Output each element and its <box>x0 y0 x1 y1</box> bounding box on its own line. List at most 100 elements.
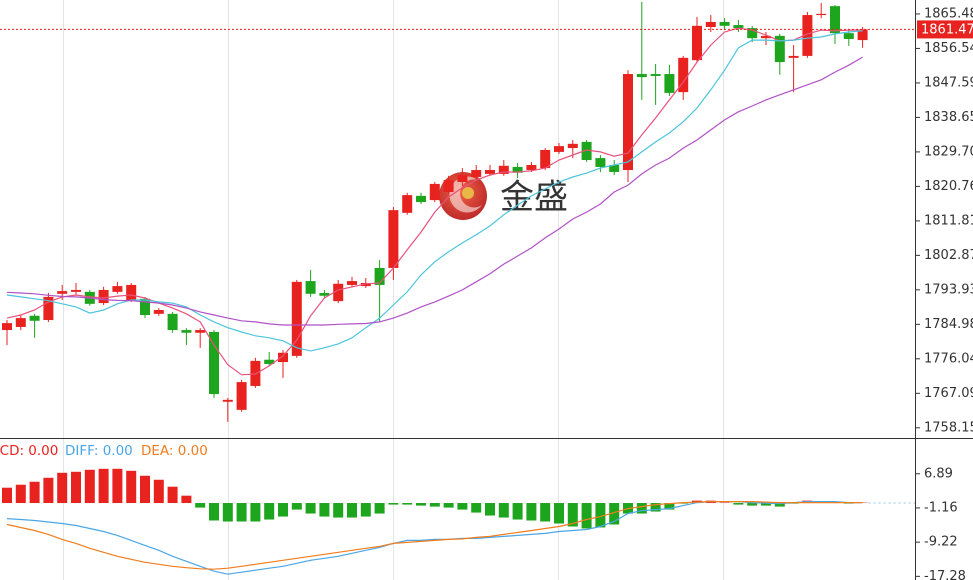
macd-bar <box>264 503 275 520</box>
moving-average-line <box>6 27 863 376</box>
y-tick-label: 1838.65 <box>924 110 973 125</box>
macd-bar <box>209 503 219 521</box>
macd-bar <box>843 503 854 504</box>
macd-bar <box>664 503 675 510</box>
candle-body <box>636 74 647 78</box>
candle-body <box>57 291 68 294</box>
macd-bar <box>222 503 233 522</box>
y-tick-label: 1776.04 <box>924 351 973 366</box>
candle-body <box>181 330 192 333</box>
candles <box>2 1 868 422</box>
candle-body <box>719 21 730 26</box>
candle-body <box>802 15 813 56</box>
macd-bar <box>278 503 288 517</box>
macd-bar <box>57 472 68 504</box>
macd-bar <box>498 503 509 518</box>
y-tick-label: 1758.15 <box>924 420 973 435</box>
legend-label: MACD: 0.00 <box>0 443 58 459</box>
candle-body <box>761 35 771 39</box>
y-tick-label: 1829.70 <box>924 144 973 159</box>
candle-body <box>623 74 633 171</box>
candle-body <box>2 323 12 331</box>
macd-bar <box>774 503 785 507</box>
macd-bar <box>347 503 357 518</box>
candle-body <box>29 315 40 321</box>
macd-bar <box>678 503 689 504</box>
macd-bar <box>567 503 578 527</box>
macd-bar <box>747 503 758 506</box>
legend-label: DIFF: 0.00 <box>65 443 133 459</box>
y-tick-label: -17.28 <box>924 569 966 580</box>
macd-bar <box>374 503 385 514</box>
macd-bar <box>443 503 454 508</box>
macd-bar <box>98 468 109 504</box>
candle-body <box>692 25 702 61</box>
macd-bar <box>416 503 426 506</box>
candle-body <box>153 309 164 314</box>
macd-line <box>6 501 863 575</box>
y-tick-label: 1784.98 <box>924 317 973 332</box>
macd-bar <box>360 503 371 517</box>
macd-bar <box>15 484 26 504</box>
logo-swirl <box>449 176 482 213</box>
macd-bar <box>112 468 123 504</box>
candle-body <box>664 74 675 93</box>
macd-bar <box>402 503 413 505</box>
macd-bar <box>650 503 661 512</box>
last-price-box <box>917 20 973 39</box>
macd-bar <box>333 503 344 518</box>
macd-bar <box>291 503 302 510</box>
candle-body <box>278 352 288 363</box>
candle-body <box>595 158 606 167</box>
candle-body <box>526 165 537 171</box>
y-tick-label: 1865.48 <box>924 6 973 21</box>
macd-bar <box>2 487 12 504</box>
candle-body <box>264 359 275 364</box>
y-tick-label: 1847.59 <box>924 75 973 90</box>
watermark-text: 金盛 <box>500 178 568 218</box>
candle-body <box>498 165 509 174</box>
macd-bar <box>595 503 606 528</box>
macd-bar <box>581 503 592 529</box>
candle-body <box>195 330 206 333</box>
logo-dot <box>462 187 474 199</box>
candle-body <box>857 29 868 41</box>
macd-bar <box>181 495 192 504</box>
candle-body <box>733 25 744 29</box>
candle-body <box>305 281 316 294</box>
candle-body <box>291 281 302 356</box>
macd-bar <box>236 503 247 522</box>
macd-bar <box>153 479 164 504</box>
candle-body <box>429 183 440 201</box>
macd-bar <box>429 503 440 507</box>
macd-line <box>6 501 863 570</box>
candle-body <box>457 175 468 182</box>
candle-body <box>581 141 592 161</box>
y-tick-label: 6.89 <box>924 466 953 481</box>
candle-body <box>319 293 330 296</box>
macd-bar <box>609 503 620 525</box>
candle-body <box>15 318 26 327</box>
macd-bar <box>71 471 81 504</box>
macd-bar <box>43 477 54 504</box>
candle-body <box>443 180 454 193</box>
candle-body <box>678 57 689 93</box>
y-tick-label: -1.16 <box>924 500 958 515</box>
macd-bar <box>457 503 468 510</box>
macd-bar <box>526 503 537 521</box>
candle-body <box>236 382 247 410</box>
macd-bar <box>471 503 482 513</box>
y-tick-label: -9.22 <box>924 535 958 550</box>
moving-average-line <box>6 30 863 352</box>
candle-body <box>333 283 344 302</box>
candle-body <box>43 296 54 321</box>
candle-body <box>126 284 137 300</box>
y-tick-label: 1811.81 <box>924 213 973 228</box>
macd-bar <box>512 503 523 520</box>
macd-bar <box>733 503 744 505</box>
y-tick-label: 1767.09 <box>924 386 973 401</box>
candle-body <box>98 289 109 304</box>
macd-bar <box>388 503 399 505</box>
